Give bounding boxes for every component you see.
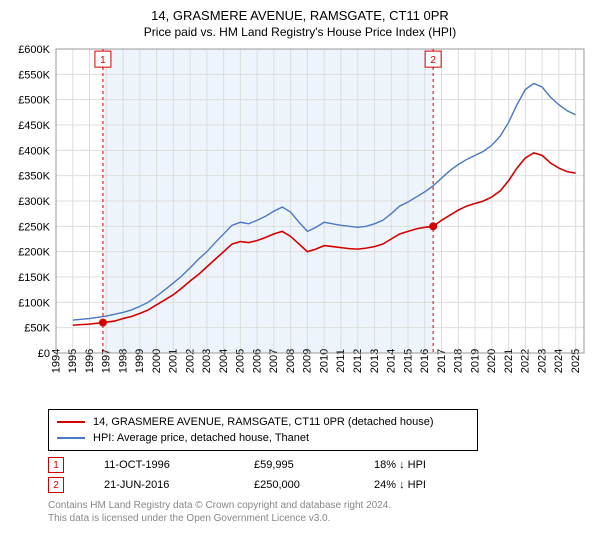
svg-text:2005: 2005 [235,349,247,373]
legend-label: 14, GRASMERE AVENUE, RAMSGATE, CT11 0PR … [93,416,434,428]
plot-area: £0 £50K £100K £150K £200K £250K £300K £350K £400… [8,43,592,403]
svg-text:£400K: £400K [18,145,50,157]
svg-text:2000: 2000 [151,349,163,373]
marker-price: £59,995 [254,459,334,471]
address-title: 14, GRASMERE AVENUE, RAMSGATE, CT11 0PR [8,8,592,23]
svg-text:2003: 2003 [201,349,213,373]
marker-delta: 24% ↓ HPI [374,479,426,491]
svg-text:2024: 2024 [553,349,565,373]
marker-row: 2 21-JUN-2016 £250,000 24% ↓ HPI [48,475,592,495]
svg-text:2014: 2014 [386,349,398,373]
svg-text:2: 2 [430,55,436,66]
svg-text:2018: 2018 [453,349,465,373]
svg-text:1998: 1998 [117,349,129,373]
marker-date: 21-JUN-2016 [104,479,214,491]
svg-text:2006: 2006 [251,349,263,373]
svg-text:1: 1 [100,55,106,66]
legend-item: 14, GRASMERE AVENUE, RAMSGATE, CT11 0PR … [57,414,469,430]
svg-text:£350K: £350K [18,171,50,183]
svg-text:2004: 2004 [218,349,230,373]
svg-text:1995: 1995 [67,349,79,373]
svg-text:2020: 2020 [486,349,498,373]
svg-text:£150K: £150K [18,272,50,284]
marker-date: 11-OCT-1996 [104,459,214,471]
svg-text:2013: 2013 [369,349,381,373]
svg-text:£450K: £450K [18,120,50,132]
marker-badge: 2 [48,477,64,493]
svg-text:1999: 1999 [134,349,146,373]
svg-text:2009: 2009 [302,349,314,373]
marker-row: 1 11-OCT-1996 £59,995 18% ↓ HPI [48,455,592,475]
svg-text:£50K: £50K [24,323,50,335]
legend-swatch [57,437,85,439]
svg-text:2001: 2001 [168,349,180,373]
svg-text:2022: 2022 [520,349,532,373]
svg-text:2010: 2010 [318,349,330,373]
legend-swatch [57,421,85,423]
svg-text:2007: 2007 [268,349,280,373]
marker-price: £250,000 [254,479,334,491]
legend-box: 14, GRASMERE AVENUE, RAMSGATE, CT11 0PR … [48,409,478,451]
footnote-line: This data is licensed under the Open Gov… [48,512,592,525]
legend-item: HPI: Average price, detached house, Than… [57,430,469,446]
svg-text:£0: £0 [38,348,50,360]
svg-text:£500K: £500K [18,95,50,107]
svg-text:£100K: £100K [18,297,50,309]
svg-text:2025: 2025 [570,349,582,373]
legend-label: HPI: Average price, detached house, Than… [93,432,309,444]
svg-text:2019: 2019 [469,349,481,373]
footnote-line: Contains HM Land Registry data © Crown c… [48,499,592,512]
marker-badge: 1 [48,457,64,473]
svg-text:2017: 2017 [436,349,448,373]
svg-text:£250K: £250K [18,221,50,233]
svg-text:2023: 2023 [536,349,548,373]
svg-text:2021: 2021 [503,349,515,373]
title-block: 14, GRASMERE AVENUE, RAMSGATE, CT11 0PR … [8,8,592,39]
svg-text:£300K: £300K [18,196,50,208]
svg-text:2008: 2008 [285,349,297,373]
svg-text:£600K: £600K [18,44,50,56]
svg-text:2012: 2012 [352,349,364,373]
svg-text:£550K: £550K [18,69,50,81]
chart-container: 14, GRASMERE AVENUE, RAMSGATE, CT11 0PR … [0,0,600,525]
line-chart-svg: £0 £50K £100K £150K £200K £250K £300K £350K £400… [8,43,592,403]
subtitle: Price paid vs. HM Land Registry's House … [8,25,592,39]
svg-text:2015: 2015 [402,349,414,373]
svg-text:1997: 1997 [101,349,113,373]
marker-table: 1 11-OCT-1996 £59,995 18% ↓ HPI 2 21-JUN-2016… [48,455,592,495]
svg-text:2002: 2002 [184,349,196,373]
footnote: Contains HM Land Registry data © Crown c… [48,499,592,525]
svg-text:£200K: £200K [18,247,50,259]
svg-text:1996: 1996 [84,349,96,373]
svg-text:2016: 2016 [419,349,431,373]
marker-delta: 18% ↓ HPI [374,459,426,471]
